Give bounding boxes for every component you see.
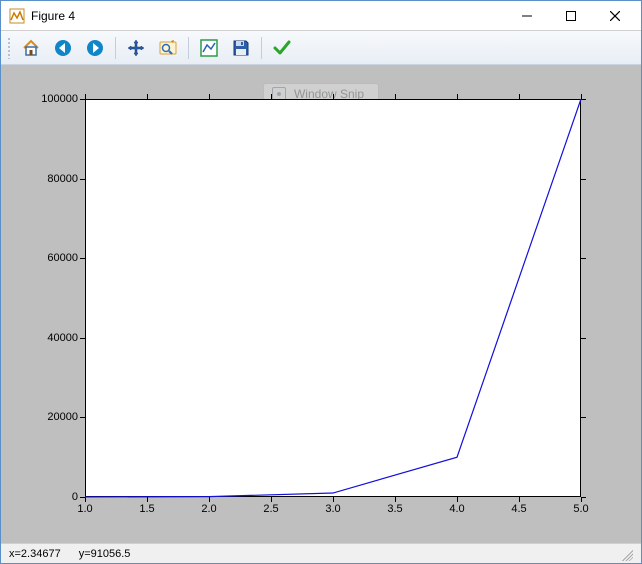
toolbar-separator <box>115 37 116 59</box>
check-icon <box>272 38 292 58</box>
subplots-button[interactable] <box>195 35 223 61</box>
home-button[interactable] <box>17 35 45 61</box>
forward-icon <box>85 38 105 58</box>
forward-button[interactable] <box>81 35 109 61</box>
subplots-icon <box>199 38 219 58</box>
xtick-label: 4.0 <box>449 503 464 515</box>
save-icon <box>231 38 251 58</box>
xtick-label: 3.5 <box>387 503 402 515</box>
line-series <box>1 65 583 499</box>
back-icon <box>53 38 73 58</box>
resize-grip[interactable] <box>619 547 633 561</box>
xtick-label: 4.5 <box>511 503 526 515</box>
back-button[interactable] <box>49 35 77 61</box>
status-x: x=2.34677 <box>9 548 61 560</box>
xtick-label: 2.5 <box>263 503 278 515</box>
xtick-label: 2.0 <box>201 503 216 515</box>
xtick-label: 1.0 <box>77 503 92 515</box>
options-button[interactable] <box>268 35 296 61</box>
statusbar: x=2.34677 y=91056.5 <box>1 543 641 563</box>
toolbar-separator <box>261 37 262 59</box>
minimize-button[interactable] <box>505 2 549 30</box>
save-button[interactable] <box>227 35 255 61</box>
app-icon <box>9 8 25 24</box>
toolbar-grip <box>7 37 11 59</box>
window-title: Figure 4 <box>31 9 75 23</box>
status-y: y=91056.5 <box>79 548 131 560</box>
pan-icon <box>126 38 146 58</box>
zoom-button[interactable] <box>154 35 182 61</box>
canvas-area[interactable]: Window Snip 0200004000060000800001000001… <box>1 65 641 543</box>
home-icon <box>21 38 41 58</box>
titlebar: Figure 4 <box>1 1 641 31</box>
xtick-label: 3.0 <box>325 503 340 515</box>
xtick-label: 5.0 <box>573 503 588 515</box>
pan-button[interactable] <box>122 35 150 61</box>
toolbar <box>1 31 641 65</box>
maximize-button[interactable] <box>549 2 593 30</box>
zoom-icon <box>158 38 178 58</box>
toolbar-separator <box>188 37 189 59</box>
close-button[interactable] <box>593 2 637 30</box>
xtick-label: 1.5 <box>139 503 154 515</box>
